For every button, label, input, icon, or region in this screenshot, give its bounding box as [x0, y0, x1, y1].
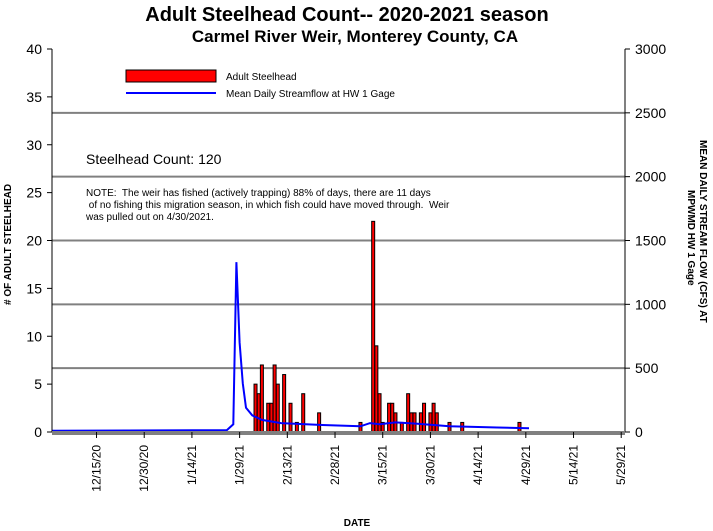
bar	[434, 412, 439, 433]
y-tick-label: 25	[26, 185, 42, 201]
y-tick-label: 35	[26, 89, 42, 105]
y2-axis-label-line1: MEAN DAILY STREAM FLOW (CFS) AT	[697, 140, 708, 323]
x-tick-label: 1/14/21	[185, 445, 199, 485]
y2-tick-label: 1000	[635, 296, 666, 312]
x-tick-label: 4/29/21	[519, 445, 533, 485]
gridlines	[52, 111, 625, 370]
bar	[253, 383, 258, 433]
x-tick-label: 2/13/21	[280, 445, 294, 485]
note-line-2: of no fishing this migration season, in …	[86, 200, 450, 211]
bar-series	[253, 220, 522, 433]
bar	[428, 412, 433, 433]
x-tick-label: 2/28/21	[328, 445, 342, 485]
y-tick-label: 15	[26, 280, 42, 296]
bar	[259, 364, 264, 433]
bar	[399, 421, 404, 433]
x-tick-label: 12/30/20	[137, 445, 151, 492]
bar	[412, 412, 417, 433]
bar	[256, 393, 261, 433]
y2-tick-label: 2000	[635, 169, 666, 185]
y2-axis-label-line2: MPWMD HW 1 Gage	[685, 190, 696, 286]
x-tick-label: 1/29/21	[233, 445, 247, 485]
y2-tick-label: 500	[635, 360, 659, 376]
y-axis-label: # OF ADULT STEELHEAD	[3, 184, 14, 305]
legend-bar-label: Adult Steelhead	[226, 72, 297, 83]
bar	[374, 345, 379, 433]
bar	[266, 402, 271, 433]
y2-tick-label: 0	[635, 424, 643, 440]
y-tick-label: 40	[26, 41, 42, 57]
note-line-1: NOTE: The weir has fished (actively trap…	[86, 188, 431, 199]
bar	[431, 402, 436, 433]
legend-line-label: Mean Daily Streamflow at HW 1 Gage	[226, 89, 395, 100]
y2-tick-label: 2500	[635, 105, 666, 121]
chart-subtitle: Carmel River Weir, Monterey County, CA	[192, 27, 518, 46]
bar	[377, 393, 382, 433]
note-line-3: was pulled out on 4/30/2021.	[85, 212, 214, 223]
legend-bar-swatch	[125, 69, 217, 83]
bar	[269, 402, 274, 433]
bar	[301, 393, 306, 433]
streamflow-line	[51, 262, 530, 432]
x-tick-label: 3/15/21	[376, 445, 390, 485]
x-tick-label: 3/30/21	[423, 445, 437, 485]
x-axis-label: DATE	[344, 518, 371, 529]
y2-tick-label: 1500	[635, 233, 666, 249]
x-tick-label: 5/29/21	[614, 445, 628, 485]
steelhead-count-annotation: Steelhead Count: 120	[86, 151, 222, 167]
x-tick-label: 5/14/21	[567, 445, 581, 485]
y-tick-label: 5	[34, 376, 42, 392]
y-tick-label: 30	[26, 137, 42, 153]
bar	[422, 402, 427, 433]
bar	[371, 220, 376, 433]
x-tick-label: 12/15/20	[90, 445, 104, 492]
bar	[387, 402, 392, 433]
bar	[406, 393, 411, 433]
legend: Adult Steelhead Mean Daily Streamflow at…	[125, 69, 395, 100]
bar	[418, 412, 423, 433]
y-tick-label: 20	[26, 233, 42, 249]
y2-tick-label: 3000	[635, 41, 666, 57]
y-tick-label: 10	[26, 328, 42, 344]
x-tick-label: 4/14/21	[471, 445, 485, 485]
axes: 0 500 1000 1500 2000 2500 3000 0 5 10 15 20 25 30 35 40…	[26, 41, 666, 492]
bar	[275, 383, 280, 433]
chart-title: Adult Steelhead Count-- 2020-2021 season	[145, 4, 548, 26]
y-tick-label: 0	[34, 424, 42, 440]
bar	[288, 402, 293, 433]
bar	[317, 412, 322, 433]
line-series	[51, 262, 530, 432]
bar	[390, 402, 395, 433]
